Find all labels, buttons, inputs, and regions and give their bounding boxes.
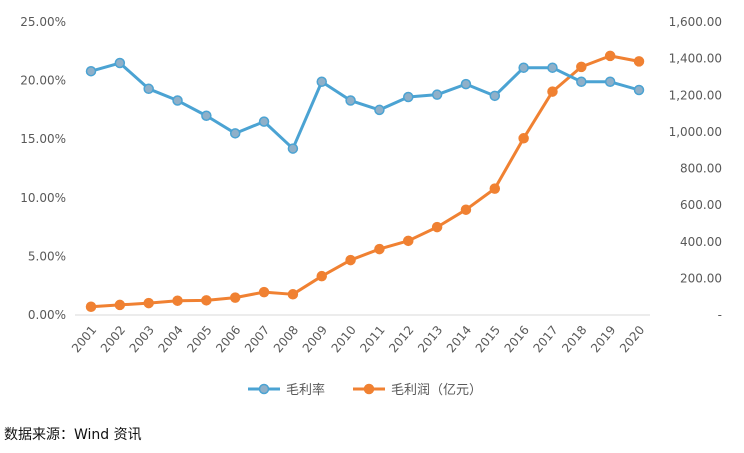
legend-label-gross-margin: 毛利率 <box>286 382 325 398</box>
left-axis-tick-label: 0.00% <box>28 308 66 322</box>
x-axis-tick-label: 2012 <box>386 323 416 355</box>
source-note: 数据来源：Wind 资讯 <box>4 427 142 443</box>
data-point-gross-margin <box>460 78 472 90</box>
data-point-gross-margin <box>518 62 529 73</box>
data-point-gross-margin <box>85 65 97 77</box>
data-point-gross-profit <box>287 289 299 300</box>
data-point-gross-margin <box>287 143 299 154</box>
legend-marker-gross-margin <box>258 383 270 395</box>
right-axis-tick-label: 1,000.00 <box>669 125 722 139</box>
x-axis-tick-label: 2001 <box>69 323 99 355</box>
x-axis-tick-label: 2008 <box>271 323 301 355</box>
data-point-gross-margin <box>633 84 645 96</box>
right-axis-ticks: - 200.00 400.00 600.00 800.00 1,000.00 1,200.0… <box>669 15 722 322</box>
left-axis-tick-label: 10.00% <box>20 191 66 205</box>
data-point-gross-profit <box>114 299 126 311</box>
x-axis-tick-label: 2015 <box>473 323 503 355</box>
x-axis-tick-label: 2018 <box>559 323 589 355</box>
x-axis-tick-label: 2004 <box>155 323 185 355</box>
x-axis-ticks: 2001200220032004200520062007200820092010… <box>69 323 647 355</box>
right-axis-tick-label: 1,600.00 <box>669 15 722 29</box>
data-point-gross-profit <box>345 254 356 266</box>
x-axis-tick-label: 2016 <box>502 323 532 355</box>
data-point-gross-margin <box>229 128 241 139</box>
left-axis-tick-label: 20.00% <box>20 74 66 88</box>
right-axis-tick-label: - <box>718 308 722 322</box>
data-point-gross-profit <box>374 243 385 255</box>
right-axis-tick-label: 1,200.00 <box>669 88 722 102</box>
data-point-gross-margin <box>547 62 558 73</box>
x-axis-tick-label: 2017 <box>530 323 560 355</box>
data-point-gross-profit <box>229 292 241 303</box>
x-axis-tick-label: 2020 <box>617 323 647 355</box>
chart: 0.00% 5.00% 10.00% 15.00% 20.00% 25.00% - 200.… <box>20 15 722 398</box>
data-point-gross-profit <box>201 295 212 306</box>
data-point-gross-profit <box>633 56 645 67</box>
data-point-gross-profit <box>403 235 414 247</box>
data-point-gross-margin <box>258 116 270 127</box>
data-point-gross-profit <box>489 183 501 194</box>
data-point-gross-profit <box>518 133 529 144</box>
x-axis-tick-label: 2002 <box>98 323 128 355</box>
data-point-gross-profit <box>431 221 443 233</box>
data-point-gross-margin <box>201 110 212 122</box>
x-axis-tick-label: 2005 <box>184 323 214 355</box>
x-axis-tick-label: 2019 <box>588 323 618 355</box>
data-point-gross-margin <box>316 76 327 88</box>
x-axis-tick-label: 2011 <box>357 323 387 355</box>
data-point-gross-profit <box>576 61 587 73</box>
series-layer <box>85 50 645 313</box>
data-point-gross-margin <box>604 76 616 88</box>
left-axis-tick-label: 5.00% <box>28 249 66 263</box>
right-axis-tick-label: 200.00 <box>680 271 722 285</box>
right-axis-tick-label: 600.00 <box>680 198 722 212</box>
x-axis-tick-label: 2010 <box>329 323 359 355</box>
data-point-gross-margin <box>403 91 414 103</box>
data-point-gross-margin <box>576 76 587 88</box>
x-axis-tick-label: 2014 <box>444 323 474 355</box>
data-point-gross-margin <box>114 57 126 69</box>
data-point-gross-margin <box>172 95 183 106</box>
x-axis-tick-label: 2007 <box>242 323 272 355</box>
x-axis-tick-label: 2013 <box>415 323 445 355</box>
data-point-gross-margin <box>431 89 443 100</box>
data-point-gross-margin <box>345 95 356 106</box>
x-axis-tick-label: 2006 <box>213 323 243 355</box>
data-point-gross-profit <box>258 286 270 298</box>
series-line-gross-margin <box>89 61 641 151</box>
data-point-gross-margin <box>489 90 501 102</box>
data-point-gross-profit <box>547 86 558 97</box>
data-point-gross-profit <box>316 270 327 282</box>
left-axis-tick-label: 15.00% <box>20 132 66 146</box>
x-axis-tick-label: 2003 <box>127 323 157 355</box>
right-axis-tick-label: 800.00 <box>680 162 722 176</box>
legend: 毛利率 毛利润（亿元） <box>248 382 482 398</box>
left-axis-ticks: 0.00% 5.00% 10.00% 15.00% 20.00% 25.00% <box>20 15 66 322</box>
legend-marker-gross-profit <box>363 383 375 395</box>
legend-label-gross-profit: 毛利润（亿元） <box>391 383 482 398</box>
data-point-gross-profit <box>172 295 183 306</box>
right-axis-tick-label: 1,400.00 <box>669 52 722 66</box>
data-point-gross-margin <box>143 83 154 95</box>
data-point-gross-profit <box>143 297 154 309</box>
right-axis-tick-label: 400.00 <box>680 235 722 249</box>
data-point-gross-profit <box>85 301 97 313</box>
data-point-gross-profit <box>460 204 472 215</box>
data-point-gross-margin <box>374 104 385 116</box>
x-axis-tick-label: 2009 <box>300 323 330 355</box>
data-point-gross-profit <box>604 50 616 62</box>
left-axis-tick-label: 25.00% <box>20 15 66 29</box>
